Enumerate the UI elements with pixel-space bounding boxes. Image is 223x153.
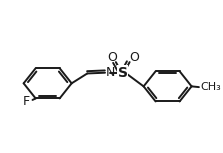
Text: O: O [129, 51, 139, 64]
Text: CH₃: CH₃ [200, 82, 221, 92]
Text: N: N [106, 66, 116, 79]
Text: O: O [107, 51, 117, 64]
Text: F: F [22, 95, 29, 108]
Text: S: S [118, 66, 128, 80]
